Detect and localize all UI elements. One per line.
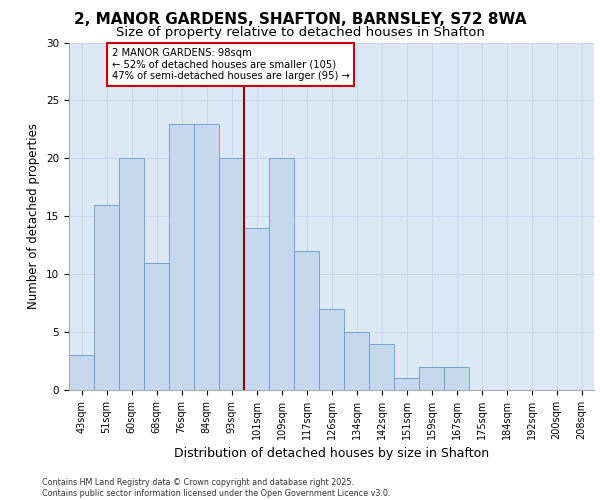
Bar	[119, 158, 144, 390]
X-axis label: Distribution of detached houses by size in Shafton: Distribution of detached houses by size …	[174, 448, 489, 460]
Text: 2, MANOR GARDENS, SHAFTON, BARNSLEY, S72 8WA: 2, MANOR GARDENS, SHAFTON, BARNSLEY, S72…	[74, 12, 526, 28]
Bar	[94, 204, 119, 390]
Bar	[219, 158, 244, 390]
Bar	[369, 344, 394, 390]
Bar	[169, 124, 194, 390]
Y-axis label: Number of detached properties: Number of detached properties	[28, 123, 40, 309]
Text: Contains HM Land Registry data © Crown copyright and database right 2025.
Contai: Contains HM Land Registry data © Crown c…	[42, 478, 391, 498]
Bar	[294, 251, 319, 390]
Bar	[269, 158, 294, 390]
Bar	[419, 367, 444, 390]
Bar	[144, 262, 169, 390]
Bar	[69, 355, 94, 390]
Bar	[394, 378, 419, 390]
Bar	[344, 332, 369, 390]
Bar	[319, 309, 344, 390]
Bar	[444, 367, 469, 390]
Text: 2 MANOR GARDENS: 98sqm
← 52% of detached houses are smaller (105)
47% of semi-de: 2 MANOR GARDENS: 98sqm ← 52% of detached…	[112, 48, 349, 82]
Bar	[244, 228, 269, 390]
Text: Size of property relative to detached houses in Shafton: Size of property relative to detached ho…	[116, 26, 484, 39]
Bar	[194, 124, 219, 390]
